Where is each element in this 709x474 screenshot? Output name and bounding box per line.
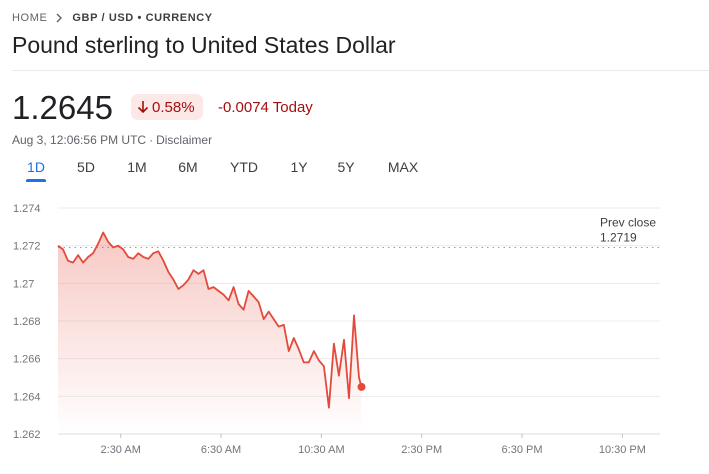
y-tick-label: 1.272 — [13, 241, 41, 253]
x-tick-label: 2:30 AM — [101, 444, 141, 456]
x-tick-label: 6:30 PM — [502, 444, 543, 456]
tab-ytd[interactable]: YTD — [230, 159, 258, 175]
change-percent-value: 0.58% — [152, 98, 195, 116]
tab-1d[interactable]: 1D — [26, 155, 46, 182]
tab-6m[interactable]: 6M — [178, 159, 198, 175]
breadcrumb-current: GBP / USD • CURRENCY — [72, 12, 213, 24]
x-tick-label: 2:30 PM — [401, 444, 442, 456]
chart-labels: 1.274 1.272 1.27 1.268 1.266 1.264 1.262 2:30 A… — [13, 203, 656, 456]
y-tick-label: 1.274 — [13, 203, 41, 215]
tab-1m[interactable]: 1M — [127, 159, 147, 175]
y-tick-label: 1.268 — [13, 316, 41, 328]
y-tick-label: 1.266 — [13, 354, 41, 366]
x-tick-label: 10:30 AM — [298, 444, 344, 456]
y-tick-label: 1.264 — [13, 391, 41, 403]
y-tick-label: 1.262 — [13, 429, 41, 441]
prev-close-value: 1.2719 — [600, 231, 637, 245]
chevron-right-icon — [54, 13, 64, 23]
price-line — [57, 231, 363, 409]
prev-close-label: Prev close — [600, 216, 656, 230]
tab-5y[interactable]: 5Y — [337, 159, 355, 175]
current-price: 1.2645 — [12, 89, 113, 126]
tab-1y[interactable]: 1Y — [290, 159, 308, 175]
breadcrumb-home-link[interactable]: HOME — [12, 12, 48, 24]
time-range-tabs: 1D 5D 1M 6M YTD 1Y 5Y MAX — [12, 155, 452, 182]
quote-meta: Aug 3, 12:06:56 PM UTC · Disclaimer — [12, 133, 213, 147]
price-chart[interactable]: 1.274 1.272 1.27 1.268 1.266 1.264 1.262 2:30 A… — [0, 190, 709, 474]
tab-5d[interactable]: 5D — [77, 159, 95, 175]
disclaimer-link[interactable]: Disclaimer — [156, 133, 213, 147]
quote-timestamp: Aug 3, 12:06:56 PM UTC — [12, 133, 147, 147]
breadcrumb: HOME GBP / USD • CURRENCY — [12, 10, 213, 26]
x-tick-label: 10:30 PM — [599, 444, 646, 456]
arrow-down-icon — [137, 100, 149, 114]
chart-series — [57, 231, 366, 434]
current-price-dot — [357, 382, 366, 391]
header-divider — [12, 70, 709, 71]
x-tick-label: 6:30 AM — [201, 444, 241, 456]
tab-max[interactable]: MAX — [387, 159, 419, 175]
page-title: Pound sterling to United States Dollar — [12, 32, 396, 58]
change-percent-badge: 0.58% — [131, 94, 203, 120]
price-area — [58, 232, 362, 434]
y-tick-label: 1.27 — [13, 278, 34, 290]
change-value: -0.0074 Today — [218, 99, 313, 116]
